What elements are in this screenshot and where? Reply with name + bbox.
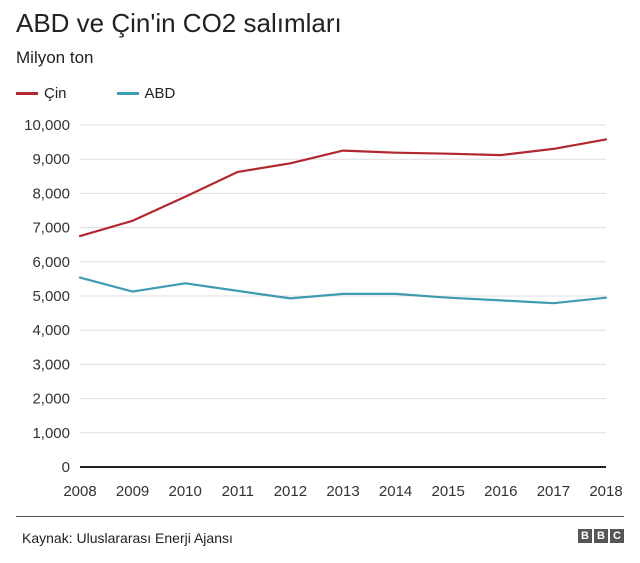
y-tick-label: 3,000: [32, 356, 70, 373]
series-line-usa: [78, 276, 608, 305]
legend-swatch-china: [16, 91, 38, 95]
y-tick-label: 2,000: [32, 391, 70, 408]
series-line-china: [78, 138, 608, 238]
logo-letter: C: [610, 529, 624, 543]
y-tick-label: 6,000: [32, 254, 70, 271]
x-tick-label: 2013: [326, 483, 359, 500]
legend-label-usa: ABD: [144, 84, 176, 102]
x-tick-label: 2014: [379, 483, 412, 500]
y-axis-labels: 10,000 9,000 8,000 7,000 6,000 5,000 4,000 3,00…: [24, 117, 70, 476]
x-tick-label: 2012: [274, 483, 307, 500]
y-tick-label: 0: [62, 459, 70, 476]
x-tick-label: 2016: [484, 483, 517, 500]
y-tick-label: 9,000: [32, 151, 70, 168]
x-tick-label: 2010: [169, 483, 202, 500]
grid-lines: [80, 124, 606, 434]
x-tick-label: 2008: [63, 483, 96, 500]
y-tick-label: 10,000: [24, 117, 70, 134]
y-tick-label: 1,000: [32, 425, 70, 442]
chart-title: ABD ve Çin'in CO2 salımları: [16, 8, 342, 38]
x-tick-label: 2017: [537, 483, 570, 500]
series-lines: [78, 138, 608, 305]
x-tick-label: 2011: [222, 483, 254, 500]
legend-item-china: Çin: [16, 85, 67, 102]
x-tick-label: 2018: [589, 483, 622, 500]
logo-letter: B: [594, 529, 608, 543]
legend: Çin ABD: [16, 82, 225, 104]
legend-item-usa: ABD: [116, 84, 176, 102]
x-tick-label: 2015: [432, 483, 465, 500]
y-tick-label: 7,000: [32, 220, 70, 237]
bbc-logo: B B C: [576, 529, 624, 543]
legend-swatch-usa: [116, 91, 139, 95]
legend-label-china: Çin: [44, 84, 67, 102]
source-note: Kaynak: Uluslararası Enerji Ajansı: [22, 530, 233, 546]
y-tick-label: 8,000: [32, 185, 70, 202]
footer-divider: [16, 516, 624, 517]
logo-letter: B: [578, 529, 592, 543]
chart-subtitle: Milyon ton: [16, 48, 94, 67]
x-axis-labels: 2008 2009 2010 2011 2012 2013 2014 2015 2016 2017…: [63, 483, 622, 500]
x-tick-label: 2009: [116, 483, 149, 500]
y-tick-label: 4,000: [32, 322, 70, 339]
y-tick-label: 5,000: [32, 288, 70, 305]
